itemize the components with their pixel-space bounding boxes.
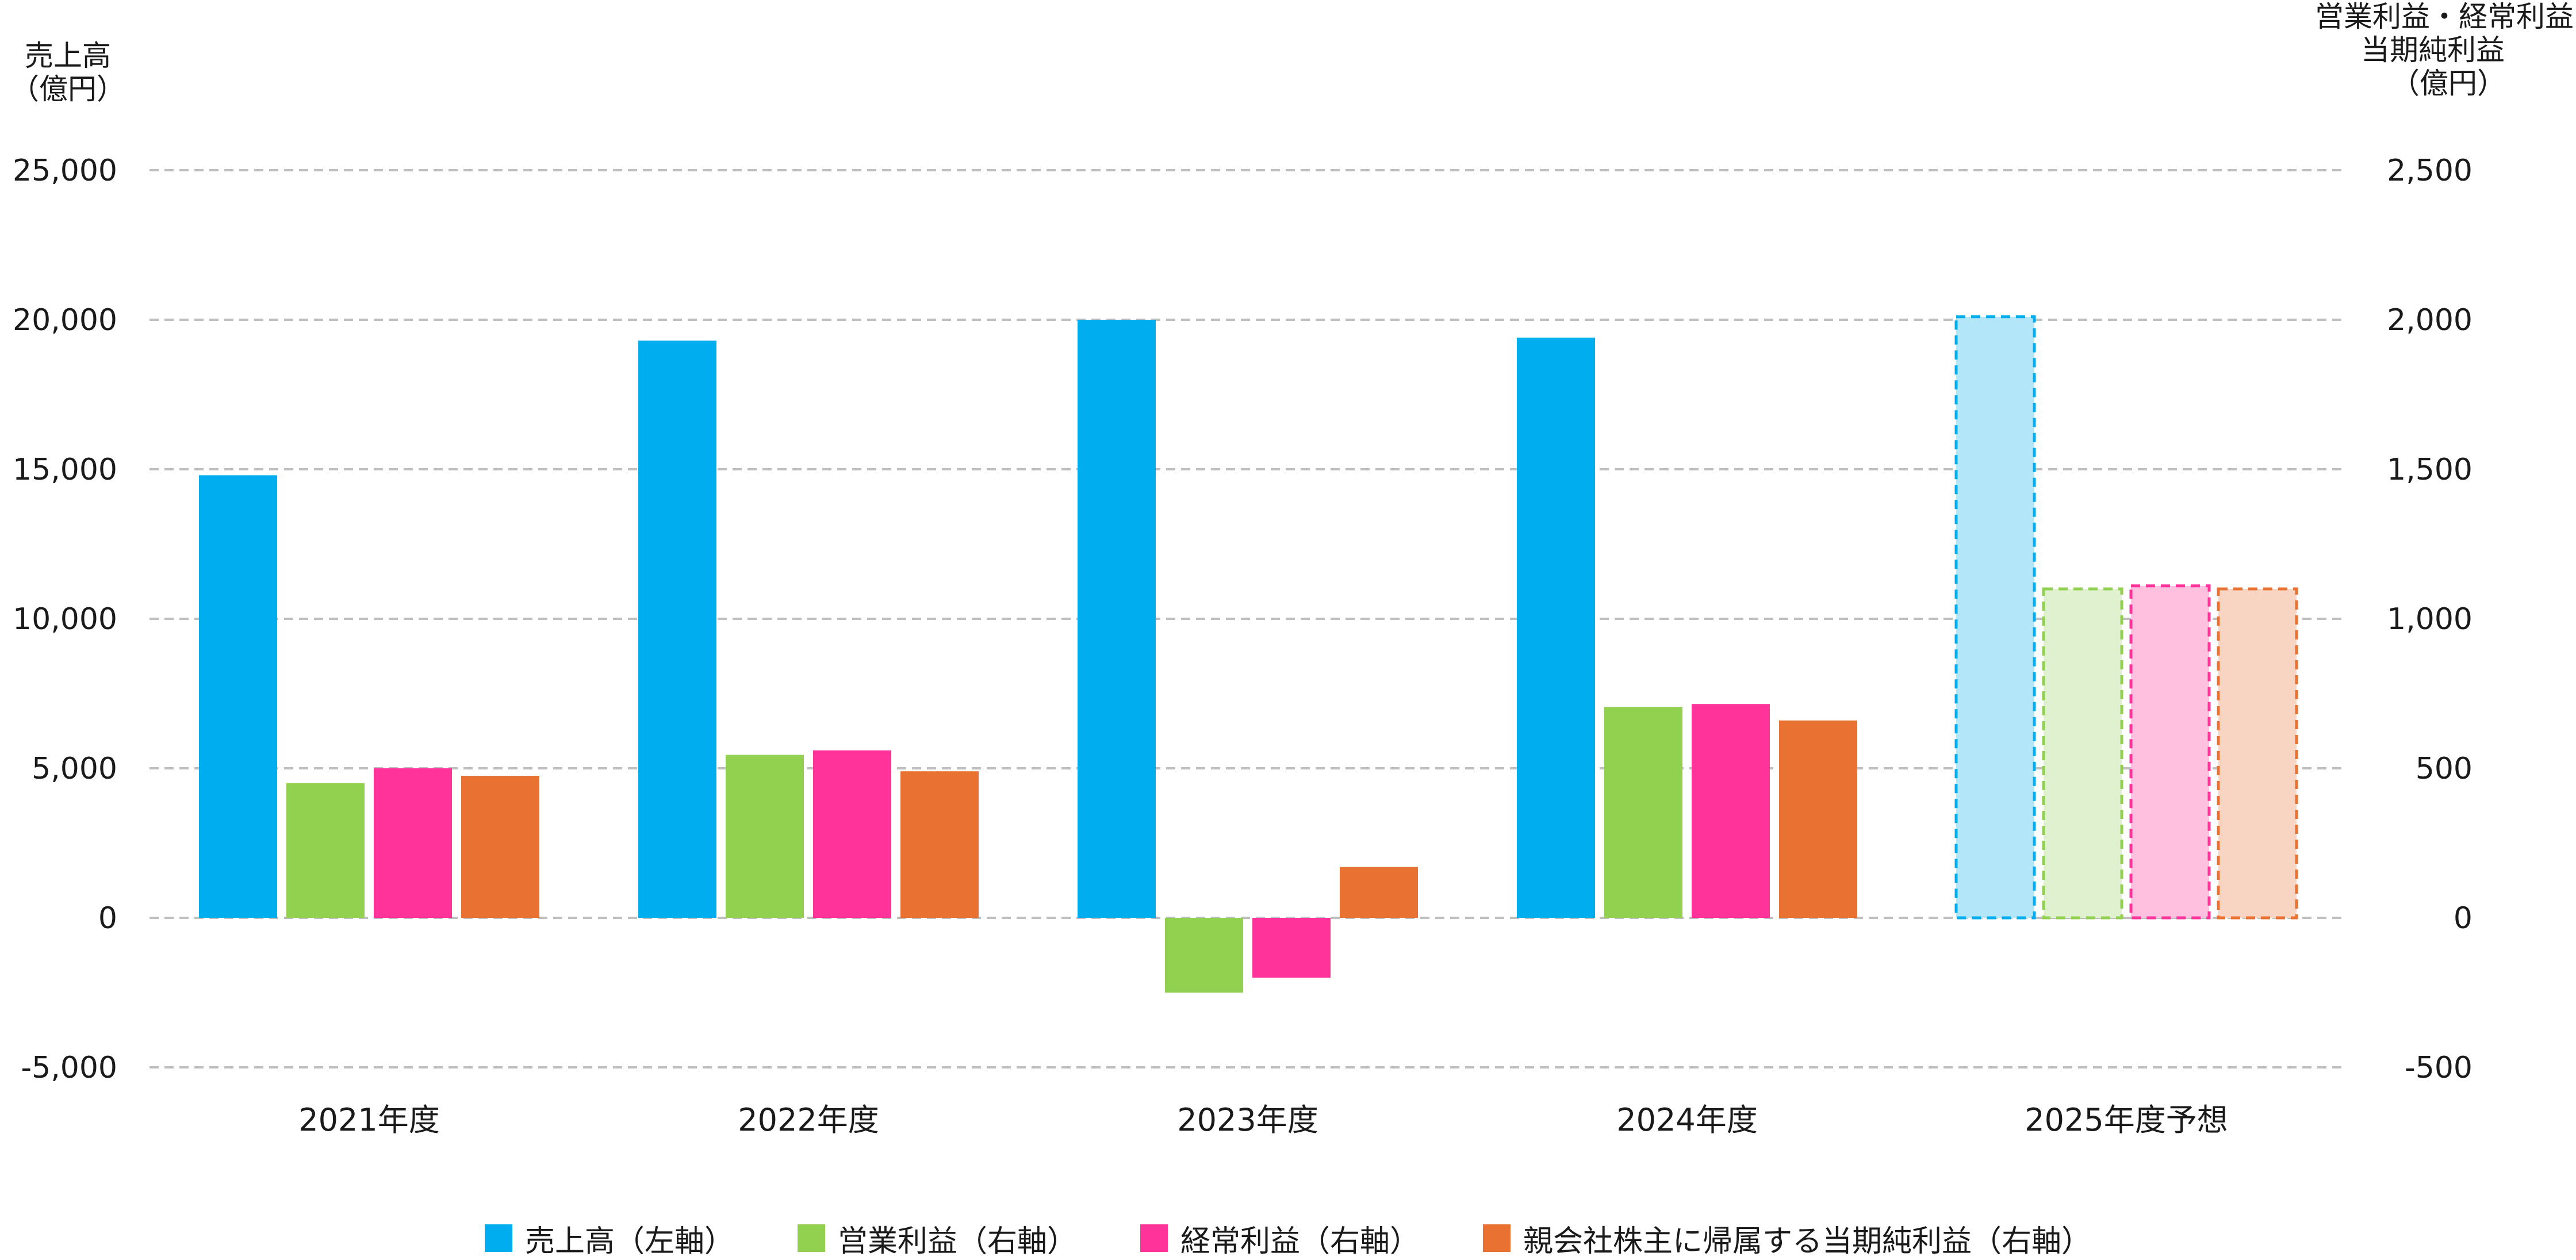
right-tick-label: 2,000 xyxy=(2387,303,2472,338)
right-axis-ticks: -500 0 500 1,000 1,500 2,000 2,500 xyxy=(2387,154,2472,1085)
right-tick-label: 0 xyxy=(2454,901,2472,936)
category-label: 2024年度 xyxy=(1616,1102,1757,1138)
net-income-bar xyxy=(461,776,539,918)
legend-swatch xyxy=(484,1224,512,1252)
right-axis-unit: （億円） xyxy=(2391,67,2506,100)
legend-swatch xyxy=(1483,1224,1511,1252)
operating-profit-bar xyxy=(1604,707,1682,918)
operating-profit-bar xyxy=(1165,918,1243,993)
sales-bar xyxy=(199,475,277,918)
left-tick-label: 5,000 xyxy=(32,752,117,786)
category-label: 2025年度予想 xyxy=(2025,1102,2228,1138)
legend-label: 売上高（左軸） xyxy=(524,1224,734,1259)
ordinary-profit-bar xyxy=(374,768,452,918)
left-tick-label: 25,000 xyxy=(13,154,117,188)
ordinary-profit-bar xyxy=(1252,918,1331,978)
legend-item-sales: 売上高（左軸） xyxy=(484,1217,734,1260)
bars xyxy=(199,315,2298,993)
right-axis-title-line: 営業利益・経常利益 xyxy=(2315,0,2574,33)
left-tick-label: 10,000 xyxy=(13,602,117,637)
net-income-bar xyxy=(1340,867,1418,918)
chart-canvas: -5,000 0 5,000 10,000 15,000 20,000 25,000 -50… xyxy=(13,154,2472,1138)
left-axis-unit: （億円） xyxy=(10,72,125,106)
right-tick-label: 2,500 xyxy=(2387,154,2472,188)
ordinary-profit-bar xyxy=(1692,704,1770,918)
left-tick-label: 0 xyxy=(98,901,117,936)
category-labels: 2021年度 2022年度 2023年度 2024年度 2025年度予想 xyxy=(298,1102,2228,1138)
left-tick-label: -5,000 xyxy=(21,1051,117,1085)
legend-label: 親会社株主に帰属する当期純利益（右軸） xyxy=(1523,1224,2092,1259)
right-axis-title: 営業利益・経常利益 当期純利益 （億円） xyxy=(2315,0,2574,100)
left-tick-label: 15,000 xyxy=(13,453,117,487)
legend-item-ordinary-profit: 経常利益（右軸） xyxy=(1140,1217,1420,1260)
operating-profit-bar xyxy=(726,755,804,918)
category-label: 2023年度 xyxy=(1177,1102,1318,1138)
sales-bar xyxy=(638,340,716,918)
sales-bar-forecast xyxy=(1954,315,2036,920)
right-tick-label: 1,000 xyxy=(2387,602,2472,637)
right-tick-label: 500 xyxy=(2416,752,2472,786)
legend-item-operating-profit: 営業利益（右軸） xyxy=(797,1217,1077,1260)
legend-label: 経常利益（右軸） xyxy=(1180,1224,1420,1259)
legend-swatch xyxy=(797,1224,825,1252)
left-axis-title: 売上高 （億円） xyxy=(10,39,125,106)
category-label: 2021年度 xyxy=(298,1102,439,1138)
ordinary-profit-bar xyxy=(813,750,891,918)
right-axis-title-line: 当期純利益 xyxy=(2361,33,2505,67)
net-income-bar xyxy=(1779,720,1857,918)
operating-profit-bar-forecast xyxy=(2042,587,2123,920)
left-axis-ticks: -5,000 0 5,000 10,000 15,000 20,000 25,000 xyxy=(13,154,117,1085)
left-axis-title-line: 売上高 xyxy=(25,39,111,72)
net-income-bar xyxy=(900,771,979,918)
legend-swatch xyxy=(1140,1224,1168,1252)
category-label: 2022年度 xyxy=(738,1102,879,1138)
ordinary-profit-bar-forecast xyxy=(2129,584,2211,920)
sales-bar xyxy=(1517,338,1595,918)
legend-label: 営業利益（右軸） xyxy=(837,1224,1077,1259)
right-tick-label: -500 xyxy=(2405,1051,2472,1085)
legend-item-net-income: 親会社株主に帰属する当期純利益（右軸） xyxy=(1483,1217,2091,1260)
operating-profit-bar xyxy=(286,783,365,918)
net-income-bar-forecast xyxy=(2217,587,2298,920)
legend: 売上高（左軸） 営業利益（右軸） 経常利益（右軸） 親会社株主に帰属する当期純利… xyxy=(0,1217,2576,1260)
left-tick-label: 20,000 xyxy=(13,303,117,338)
right-tick-label: 1,500 xyxy=(2387,453,2472,487)
sales-bar xyxy=(1078,320,1156,918)
